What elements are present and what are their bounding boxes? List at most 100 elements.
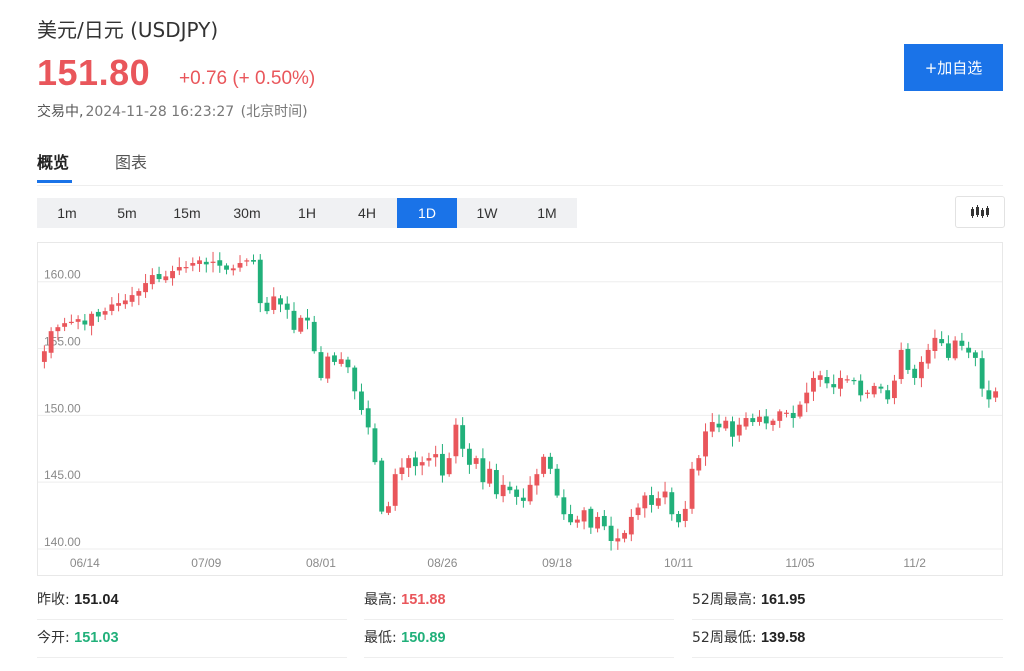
stat-prev-close: 昨收: 151.04 xyxy=(37,582,347,620)
period-5m[interactable]: 5m xyxy=(117,205,137,221)
prev-close-value: 151.04 xyxy=(74,592,119,608)
candle-body xyxy=(804,392,810,404)
candle-body xyxy=(183,267,189,269)
candle-body xyxy=(311,321,317,352)
candle-body xyxy=(797,404,803,417)
price-chart[interactable]: 160.00 155.00 150.00 145.00 140.00 06/14 07/09… xyxy=(37,242,1003,576)
period-30m[interactable]: 30m xyxy=(233,205,261,221)
low52-value: 139.58 xyxy=(760,630,806,646)
candle-body xyxy=(757,416,762,422)
candle-body xyxy=(399,467,405,474)
candle-body xyxy=(170,271,175,279)
candle-body xyxy=(628,516,634,535)
candle-body xyxy=(939,339,945,344)
candle-body xyxy=(851,379,857,382)
candle-body xyxy=(561,497,567,515)
candle-body xyxy=(480,458,486,483)
candle-body xyxy=(325,356,331,379)
candle-body xyxy=(676,513,681,523)
candle-body xyxy=(500,484,506,497)
candle-body xyxy=(912,368,918,378)
period-1mo[interactable]: 1M xyxy=(537,205,557,221)
candle-body xyxy=(426,458,432,461)
add-watchlist-button[interactable]: +加自选 xyxy=(904,44,1003,91)
candle-body xyxy=(622,532,627,539)
candle-body xyxy=(257,259,263,304)
candle-body xyxy=(723,420,729,429)
candle-body xyxy=(82,320,88,325)
x-tick-label: 09/18 xyxy=(542,556,572,570)
candle-body xyxy=(102,311,108,315)
status-timezone: (北京时间) xyxy=(240,104,308,120)
y-tick-label: 140.00 xyxy=(44,535,81,549)
y-tick-label: 160.00 xyxy=(44,268,81,282)
last-price: 151.80 xyxy=(37,52,151,93)
period-15m[interactable]: 15m xyxy=(173,205,201,221)
candle-body xyxy=(716,423,722,428)
candle-body xyxy=(945,343,951,358)
candle-body xyxy=(784,412,789,414)
x-tick-label: 08/26 xyxy=(427,556,457,570)
period-1h[interactable]: 1H xyxy=(298,205,316,221)
candle-body xyxy=(345,359,351,368)
candle-body xyxy=(541,456,547,474)
candle-body xyxy=(649,495,654,505)
candle-body xyxy=(406,458,412,468)
y-tick-label: 150.00 xyxy=(44,401,81,415)
tab-overview[interactable]: 概览 xyxy=(37,153,70,172)
candle-body xyxy=(730,421,735,437)
instrument-title: 美元/日元 (USDJPY) xyxy=(37,18,219,42)
candle-body xyxy=(588,508,594,528)
candle-body xyxy=(885,390,891,400)
candle-body xyxy=(905,348,911,370)
candle-body xyxy=(703,431,708,457)
candle-body xyxy=(62,323,68,327)
period-1w[interactable]: 1W xyxy=(476,205,498,221)
candle-body xyxy=(305,317,310,321)
candle-body xyxy=(507,486,513,491)
candle-body xyxy=(163,276,169,281)
candle-body xyxy=(790,412,796,419)
chart-type-button[interactable] xyxy=(955,196,1005,228)
candle-body xyxy=(655,498,661,506)
candle-body xyxy=(581,510,587,522)
x-tick-label: 11/05 xyxy=(785,556,814,570)
candle-body xyxy=(743,418,749,427)
candle-body xyxy=(514,489,520,497)
x-tick-label: 06/14 xyxy=(70,556,100,570)
active-tab-indicator xyxy=(37,180,72,183)
open-value: 151.03 xyxy=(74,630,119,646)
period-1d[interactable]: 1D xyxy=(397,198,457,228)
candle-body xyxy=(473,458,479,464)
high-value: 151.88 xyxy=(401,592,446,608)
candle-body xyxy=(122,300,128,305)
candle-body xyxy=(210,261,216,263)
candle-body xyxy=(892,380,897,399)
candle-body xyxy=(116,303,122,306)
candle-body xyxy=(460,425,466,449)
period-4h[interactable]: 4H xyxy=(358,205,376,221)
candle-body xyxy=(547,456,553,469)
candle-body xyxy=(865,392,870,394)
candle-body xyxy=(635,507,641,516)
candle-body xyxy=(89,313,95,326)
status-timestamp: 2024-11-28 16:23:27 xyxy=(85,104,235,120)
candle-body xyxy=(176,267,182,271)
candle-body xyxy=(777,411,783,421)
candle-body xyxy=(871,385,877,395)
candle-body xyxy=(466,448,472,465)
candle-body xyxy=(601,515,607,527)
candle-body xyxy=(844,379,850,381)
candle-body xyxy=(993,391,999,398)
candle-body xyxy=(244,260,250,262)
tab-chart[interactable]: 图表 xyxy=(115,153,148,172)
candle-body xyxy=(55,327,61,332)
candle-body xyxy=(446,458,452,475)
candle-body xyxy=(554,468,560,496)
candle-body xyxy=(662,491,668,498)
candle-body xyxy=(237,263,243,268)
period-1m[interactable]: 1m xyxy=(57,205,77,221)
candle-body xyxy=(386,506,391,513)
candle-body xyxy=(817,375,823,380)
